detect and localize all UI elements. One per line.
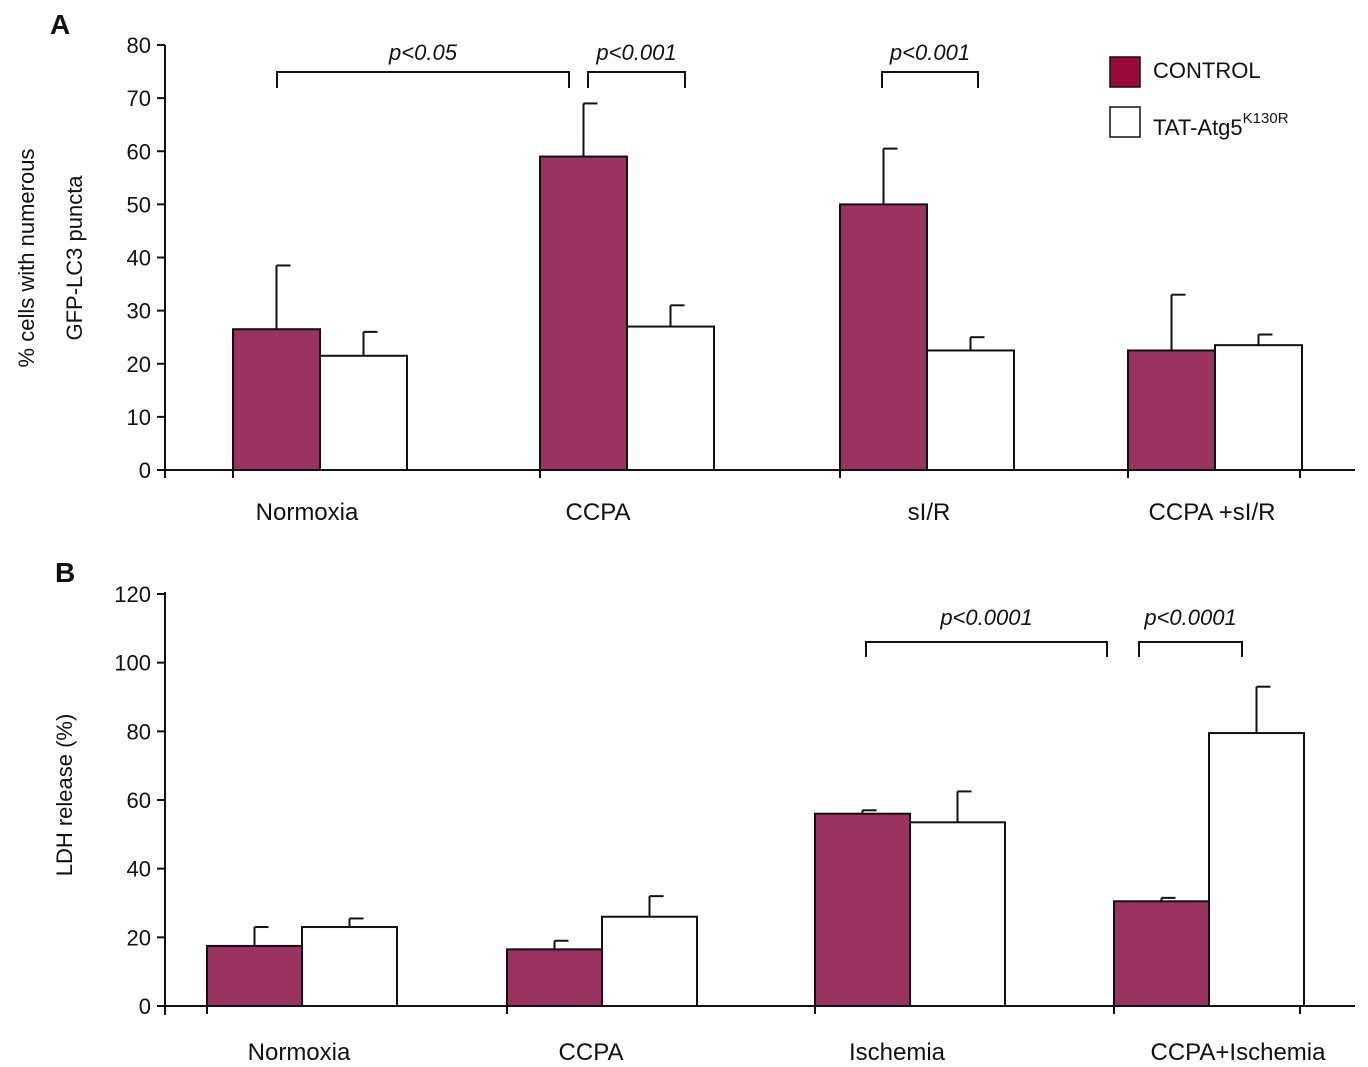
legend-tat-swatch [1109, 106, 1141, 138]
bar [601, 915, 698, 1008]
bar [626, 325, 715, 471]
significance-bracket [587, 71, 686, 88]
significance-bracket [1138, 641, 1243, 657]
bar [839, 203, 928, 471]
category-label: CCPA +sI/R [1149, 499, 1276, 526]
category-label: Normoxia [248, 1039, 351, 1066]
panel-a: A % cells with numerous GFP-LC3 puncta 0… [14, 9, 1355, 526]
bar [1113, 900, 1210, 1007]
bar [301, 926, 398, 1007]
panel-b-y-ticks: 0 20 40 60 80 100 120 [114, 582, 165, 1019]
bar [506, 948, 603, 1007]
y-tick-label: 30 [127, 299, 151, 324]
panel-b-x-ticks [206, 1006, 1301, 1014]
y-tick-label: 0 [139, 994, 151, 1019]
legend-control-label: CONTROL [1153, 58, 1261, 83]
significance-label: p<0.001 [889, 40, 970, 65]
y-tick-label: 20 [127, 352, 151, 377]
category-label: CCPA [559, 1039, 624, 1066]
y-tick-label: 80 [127, 719, 151, 744]
legend: CONTROL TAT-Atg5K130R [1109, 56, 1289, 140]
bar [319, 354, 408, 471]
bar [926, 349, 1015, 471]
significance-label: p<0.001 [595, 40, 676, 65]
y-tick-label: 100 [114, 651, 151, 676]
y-tick-label: 60 [127, 139, 151, 164]
legend-tat-superscript: K130R [1243, 110, 1289, 127]
legend-tat-label: TAT-Atg5K130R [1153, 110, 1289, 140]
legend-tat-name: TAT-Atg5 [1153, 115, 1243, 140]
significance-label: p<0.05 [388, 40, 458, 65]
panel-b-significance: p<0.0001 p<0.0001 [865, 605, 1243, 657]
significance-bracket [276, 71, 570, 88]
legend-control-swatch [1109, 56, 1141, 88]
bar [814, 812, 911, 1007]
panel-a-bars [232, 102, 1303, 471]
panel-a-ylabel-line1: % cells with numerous [14, 149, 39, 368]
panel-a-ylabel-line2: GFP-LC3 puncta [62, 175, 87, 341]
bar [539, 155, 628, 471]
category-label: CCPA+Ischemia [1151, 1039, 1327, 1066]
panel-a-category-labels: Normoxia CCPA sI/R CCPA +sI/R [256, 499, 1276, 526]
y-tick-label: 40 [127, 857, 151, 882]
bar [206, 944, 303, 1008]
bar [1127, 349, 1216, 471]
category-label: CCPA [566, 499, 631, 526]
category-label: Normoxia [256, 499, 359, 526]
panel-a-x-ticks [232, 470, 1301, 478]
y-tick-label: 60 [127, 788, 151, 813]
panel-a-label: A [50, 9, 70, 40]
y-tick-label: 20 [127, 925, 151, 950]
y-tick-label: 40 [127, 246, 151, 271]
y-tick-label: 0 [139, 458, 151, 483]
significance-bracket [865, 641, 1108, 657]
significance-label: p<0.0001 [1143, 605, 1236, 630]
y-tick-label: 70 [127, 86, 151, 111]
panel-a-significance: p<0.05 p<0.001 p<0.001 [276, 40, 979, 88]
significance-label: p<0.0001 [939, 605, 1032, 630]
panel-b-ylabel: LDH release (%) [52, 714, 77, 877]
panel-b-bars [206, 685, 1305, 1008]
y-tick-label: 80 [127, 33, 151, 58]
bar [232, 328, 321, 471]
bar [909, 821, 1006, 1007]
y-tick-label: 50 [127, 192, 151, 217]
category-label: sI/R [908, 499, 951, 526]
significance-bracket [881, 71, 979, 88]
panel-a-y-ticks: 0 10 20 30 40 50 60 70 80 [127, 33, 165, 483]
bar [1208, 732, 1305, 1007]
panel-b-category-labels: Normoxia CCPA Ischemia CCPA+Ischemia [248, 1039, 1326, 1066]
bar [1214, 344, 1303, 471]
panel-b-label: B [55, 557, 75, 588]
panel-b: B LDH release (%) 0 20 40 60 80 100 120 p<0.00… [52, 557, 1355, 1066]
category-label: Ischemia [849, 1039, 946, 1066]
y-tick-label: 10 [127, 405, 151, 430]
y-tick-label: 120 [114, 582, 151, 607]
